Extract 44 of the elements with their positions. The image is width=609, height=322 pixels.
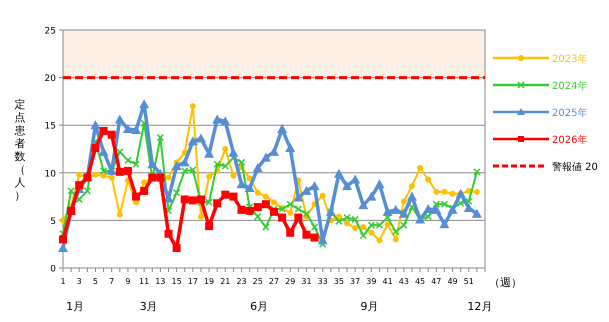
x-tick-label: 29: [285, 277, 296, 286]
x-tick-label: 5: [92, 277, 98, 286]
y-tick-label: 20: [44, 74, 56, 84]
x-tick-label: 43: [398, 277, 409, 286]
y-tick-label: 15: [44, 122, 56, 132]
x-tick-label: 17: [188, 277, 198, 286]
y-tick-label: 5: [50, 216, 56, 227]
y-tick-label: 25: [44, 26, 56, 36]
x2-tick-label: 9月: [360, 300, 378, 313]
x-tick-label: 49: [447, 277, 458, 286]
x-tick-label: 1: [60, 277, 66, 286]
x-tick-label: 51: [464, 277, 474, 286]
y-tick-label: 10: [44, 169, 56, 180]
x-tick-label: 7: [109, 277, 114, 286]
x-tick-label: 19: [204, 277, 214, 286]
x-tick-label: 31: [301, 277, 312, 286]
x-tick-label: 47: [431, 277, 442, 286]
x-tick-label: 21: [220, 277, 230, 286]
x2-tick-label: 3月: [140, 300, 158, 313]
text: 2024年: [552, 80, 588, 92]
x-axis-title: （週）: [489, 276, 522, 289]
legend-label: 警報値 20: [552, 161, 598, 173]
x-tick-label: 33: [318, 277, 328, 286]
x-tick-label: 11: [139, 277, 150, 286]
x-tick-label: 45: [414, 277, 426, 286]
y-tick-label: 0: [50, 264, 56, 274]
x-tick-label: 39: [366, 277, 376, 286]
text: 2025年: [552, 107, 588, 119]
text: 2026年: [552, 134, 588, 146]
x-tick-label: 35: [334, 277, 344, 286]
text: 2023年: [552, 53, 588, 65]
x-tick-label: 37: [350, 277, 360, 286]
x-tick-label: 27: [268, 277, 280, 286]
x-tick-label: 23: [236, 277, 247, 286]
x-tick-label: 15: [172, 277, 182, 286]
x-tick-label: 3: [76, 277, 82, 286]
x-tick-label: 25: [252, 277, 263, 286]
x-tick-label: 41: [382, 277, 393, 286]
x2-tick-label: 6月: [250, 300, 268, 313]
x2-tick-label: 12月: [467, 300, 492, 313]
y-axis-title: 定点患者数（人）: [14, 98, 26, 202]
x-tick-label: 9: [125, 277, 130, 286]
x-tick-label: 13: [155, 277, 166, 286]
x2-tick-label: 1月: [66, 300, 84, 313]
